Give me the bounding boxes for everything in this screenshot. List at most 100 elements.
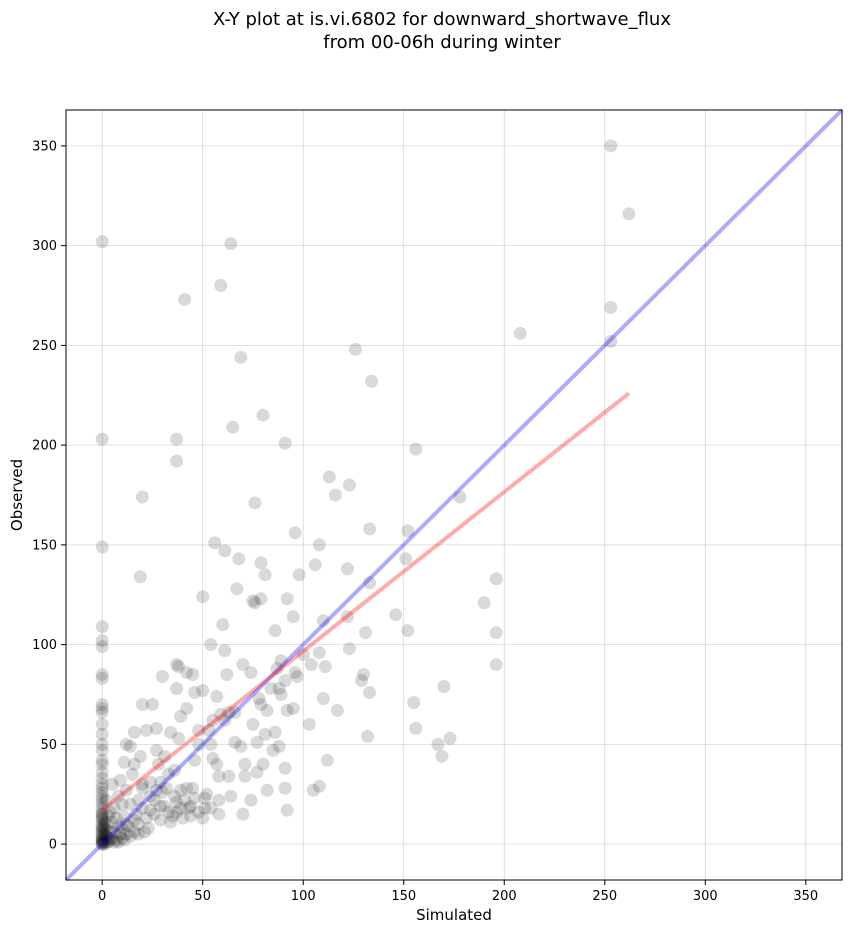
data-point xyxy=(107,801,121,815)
data-point xyxy=(453,490,467,504)
data-point xyxy=(206,751,220,765)
data-point xyxy=(286,701,300,715)
data-point xyxy=(99,817,113,831)
data-point xyxy=(196,590,210,604)
data-point xyxy=(186,668,200,682)
data-point xyxy=(254,556,268,570)
data-point xyxy=(162,767,176,781)
data-point xyxy=(95,819,109,833)
data-point xyxy=(270,662,284,676)
data-point xyxy=(129,807,143,821)
data-point xyxy=(95,825,109,839)
data-point xyxy=(95,640,109,654)
data-point xyxy=(143,775,157,789)
data-point xyxy=(95,634,109,648)
data-point xyxy=(220,668,234,682)
data-point xyxy=(622,207,636,221)
data-point xyxy=(153,775,167,789)
data-point xyxy=(174,783,188,797)
data-point xyxy=(119,783,133,797)
data-point xyxy=(121,819,135,833)
data-point xyxy=(95,697,109,711)
data-point xyxy=(95,717,109,731)
data-point xyxy=(184,809,198,823)
data-point xyxy=(97,821,111,835)
y-tick-label: 100 xyxy=(32,638,57,653)
y-tick-label: 50 xyxy=(40,738,57,753)
data-point xyxy=(95,727,109,741)
data-point xyxy=(113,827,127,841)
data-point xyxy=(389,608,403,622)
identity-line xyxy=(64,108,844,882)
data-point xyxy=(178,793,192,807)
data-point xyxy=(216,618,230,632)
data-point xyxy=(208,536,222,550)
x-tick-label: 350 xyxy=(793,889,818,904)
data-point xyxy=(363,522,377,536)
data-point xyxy=(218,713,232,727)
data-point xyxy=(97,815,111,829)
data-point xyxy=(200,787,214,801)
x-axis-label: Simulated xyxy=(416,906,492,924)
data-point xyxy=(316,691,330,705)
data-point xyxy=(340,562,354,576)
x-axis-ticks: 0 50 100 150 200 250 300 350 xyxy=(98,880,818,904)
data-point xyxy=(127,825,141,839)
data-point xyxy=(204,737,218,751)
data-point xyxy=(264,681,278,695)
data-point xyxy=(604,334,618,348)
data-point xyxy=(172,660,186,674)
data-point xyxy=(95,827,109,841)
chart-title-line-1: X-Y plot at is.vi.6802 for downward_shor… xyxy=(213,9,671,30)
data-point xyxy=(95,705,109,719)
data-point xyxy=(248,596,262,610)
data-point xyxy=(304,658,318,672)
data-point xyxy=(188,685,202,699)
x-tick-label: 300 xyxy=(693,889,718,904)
data-point xyxy=(155,785,169,799)
data-point xyxy=(95,620,109,634)
data-point xyxy=(95,831,109,845)
data-point xyxy=(204,638,218,652)
data-point xyxy=(151,757,165,771)
data-point xyxy=(99,835,113,849)
data-point xyxy=(162,805,176,819)
data-point xyxy=(306,783,320,797)
data-point xyxy=(147,793,161,807)
data-point xyxy=(95,757,109,771)
data-point xyxy=(115,821,129,835)
data-point xyxy=(103,825,117,839)
data-point xyxy=(355,674,369,688)
data-point xyxy=(135,490,149,504)
data-point xyxy=(95,672,109,686)
data-point xyxy=(99,823,113,837)
data-point xyxy=(127,757,141,771)
data-point xyxy=(250,735,264,749)
data-point xyxy=(95,737,109,751)
data-point xyxy=(117,755,131,769)
data-point xyxy=(513,326,527,340)
data-point xyxy=(318,660,332,674)
y-tick-label: 250 xyxy=(32,339,57,354)
data-point xyxy=(286,610,300,624)
data-point xyxy=(340,610,354,624)
data-point xyxy=(95,777,109,791)
data-point xyxy=(147,807,161,821)
data-point xyxy=(248,496,262,510)
data-point xyxy=(182,801,196,815)
data-point xyxy=(260,703,274,717)
data-point xyxy=(123,797,137,811)
data-point xyxy=(236,807,250,821)
data-point xyxy=(158,799,172,813)
data-point xyxy=(95,805,109,819)
data-point xyxy=(407,695,421,709)
data-point xyxy=(254,697,268,711)
data-point xyxy=(260,783,274,797)
data-point xyxy=(266,743,280,757)
data-point xyxy=(127,725,141,739)
x-tick-label: 250 xyxy=(592,889,617,904)
data-point xyxy=(137,825,151,839)
data-point xyxy=(234,350,248,364)
data-point xyxy=(95,785,109,799)
